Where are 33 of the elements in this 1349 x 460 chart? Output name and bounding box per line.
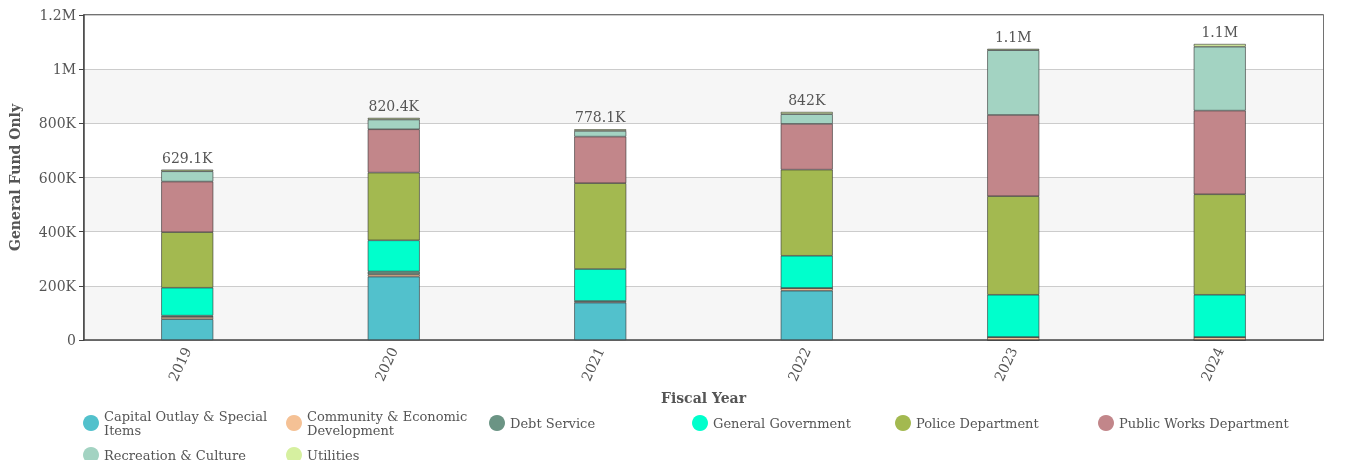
y-tick-label: 400K xyxy=(38,223,77,240)
bar xyxy=(574,302,627,340)
y-tick-label: 200K xyxy=(38,277,77,294)
y-tick-label: 1M xyxy=(52,61,76,78)
x-tick-label: 2019 xyxy=(164,344,195,384)
total-label: 778.1K xyxy=(574,109,627,126)
x-axis-title: Fiscal Year xyxy=(660,389,747,406)
y-tick-label: 600K xyxy=(38,169,77,186)
total-label: 842K xyxy=(788,91,826,108)
legend-label: Utilities xyxy=(307,447,360,460)
y-tick-label: 800K xyxy=(38,115,77,132)
legend-label: Community & Economic Development xyxy=(307,408,472,438)
y-tick-label: 0 xyxy=(67,332,76,348)
y-tick-label: 1.2M xyxy=(39,7,76,23)
legend-label: Recreation & Culture xyxy=(104,447,247,460)
total-label: 820.4K xyxy=(368,97,420,114)
x-tick-label: 2022 xyxy=(784,344,814,384)
legend-label: General Government xyxy=(713,415,852,431)
x-tick-label: 2023 xyxy=(990,344,1021,384)
x-tick-label: 2020 xyxy=(371,344,401,384)
bar xyxy=(367,276,420,340)
total-label: 1.1M xyxy=(1201,23,1239,40)
total-label: 1.1M xyxy=(994,28,1032,45)
legend-label: Capital Outlay & Special Items xyxy=(104,408,272,438)
legend-label: Debt Service xyxy=(510,415,596,431)
legend-label: Police Department xyxy=(916,415,1040,431)
y-axis-title: General Fund Only xyxy=(7,103,23,252)
bar xyxy=(161,319,214,340)
x-tick-label: 2024 xyxy=(1197,344,1228,384)
total-label: 629.1K xyxy=(161,149,214,166)
x-tick-label: 2021 xyxy=(577,344,608,384)
bar xyxy=(780,290,833,340)
legend-label: Public Works Department xyxy=(1119,415,1290,431)
